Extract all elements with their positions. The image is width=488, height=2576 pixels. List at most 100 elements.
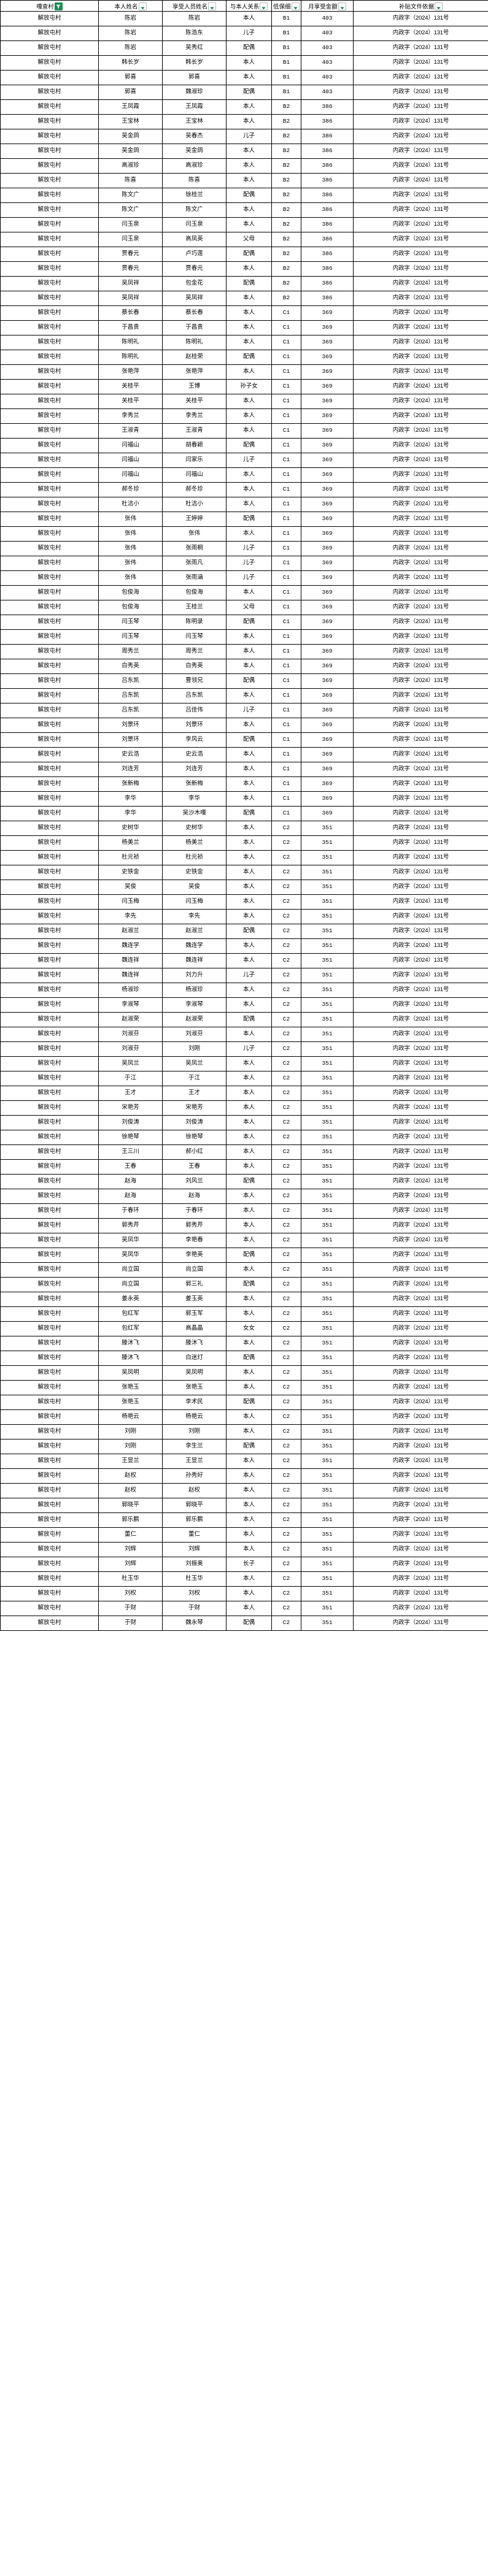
table-row[interactable]: 解放屯村 吕东凯 曹领兄 配偶 C1 369 内政字（2024）131号 [0, 673, 488, 689]
table-row[interactable]: 解放屯村 吕东凯 吕东凯 本人 C1 369 内政字（2024）131号 [0, 688, 488, 703]
table-row[interactable]: 解放屯村 关桂平 关桂平 本人 C1 369 内政字（2024）131号 [0, 394, 488, 409]
cell-village[interactable]: 解放屯村 [0, 261, 99, 277]
cell-village[interactable]: 解放屯村 [0, 1586, 99, 1601]
cell-benef[interactable]: 陈文广 [162, 202, 227, 218]
cell-cat[interactable]: B2 [271, 261, 301, 277]
cell-amt[interactable]: 369 [301, 703, 354, 718]
cell-cat[interactable]: C1 [271, 556, 301, 571]
cell-doc[interactable]: 内政字（2024）131号 [353, 1130, 488, 1145]
cell-self[interactable]: 李华 [98, 806, 163, 821]
cell-doc[interactable]: 内政字（2024）131号 [353, 423, 488, 439]
cell-doc[interactable]: 内政字（2024）131号 [353, 1601, 488, 1616]
cell-amt[interactable]: 386 [301, 158, 354, 174]
cell-village[interactable]: 解放屯村 [0, 1395, 99, 1410]
cell-village[interactable]: 解放屯村 [0, 997, 99, 1013]
cell-village[interactable]: 解放屯村 [0, 438, 99, 453]
cell-village[interactable]: 解放屯村 [0, 202, 99, 218]
cell-self[interactable]: 陈喜 [98, 173, 163, 188]
cell-benef[interactable]: 孙秀好 [162, 1468, 227, 1484]
cell-amt[interactable]: 351 [301, 1071, 354, 1086]
cell-cat[interactable]: C1 [271, 408, 301, 424]
table-row[interactable]: 解放屯村 张伟 张雨凡 儿子 C1 369 内政字（2024）131号 [0, 556, 488, 571]
cell-rel[interactable]: 本人 [226, 1218, 272, 1233]
cell-village[interactable]: 解放屯村 [0, 1086, 99, 1101]
cell-rel[interactable]: 配偶 [226, 924, 272, 939]
cell-amt[interactable]: 351 [301, 850, 354, 865]
cell-rel[interactable]: 儿子 [226, 26, 272, 41]
cell-doc[interactable]: 内政字（2024）131号 [353, 1512, 488, 1528]
cell-self[interactable]: 闫玉泉 [98, 217, 163, 232]
cell-doc[interactable]: 内政字（2024）131号 [353, 909, 488, 924]
cell-benef[interactable]: 宋艳芳 [162, 1100, 227, 1116]
cell-village[interactable]: 解放屯村 [0, 232, 99, 247]
cell-rel[interactable]: 本人 [226, 1365, 272, 1381]
filter-dropdown-icon-cat[interactable] [292, 2, 300, 10]
cell-self[interactable]: 吴凤华 [98, 1233, 163, 1248]
cell-amt[interactable]: 369 [301, 791, 354, 807]
cell-amt[interactable]: 351 [301, 1571, 354, 1587]
cell-benef[interactable]: 刘权 [162, 1586, 227, 1601]
cell-amt[interactable]: 403 [301, 11, 354, 26]
cell-benef[interactable]: 徐桂兰 [162, 188, 227, 203]
cell-amt[interactable]: 351 [301, 1557, 354, 1572]
cell-benef[interactable]: 陈浩东 [162, 26, 227, 41]
cell-village[interactable]: 解放屯村 [0, 1454, 99, 1469]
cell-rel[interactable]: 本人 [226, 1380, 272, 1395]
cell-village[interactable]: 解放屯村 [0, 776, 99, 792]
cell-self[interactable]: 白秀英 [98, 659, 163, 674]
table-row[interactable]: 解放屯村 魏连祥 刘力升 儿子 C2 351 内政字（2024）131号 [0, 968, 488, 983]
cell-cat[interactable]: C1 [271, 791, 301, 807]
cell-doc[interactable]: 内政字（2024）131号 [353, 1306, 488, 1322]
cell-village[interactable]: 解放屯村 [0, 1027, 99, 1042]
cell-village[interactable]: 解放屯村 [0, 806, 99, 821]
cell-benef[interactable]: 韩长岁 [162, 55, 227, 71]
table-row[interactable]: 解放屯村 赵海 刘风兰 配偶 C2 351 内政字（2024）131号 [0, 1174, 488, 1189]
cell-self[interactable]: 杜玉华 [98, 1571, 163, 1587]
cell-self[interactable]: 刘淑芬 [98, 1027, 163, 1042]
cell-village[interactable]: 解放屯村 [0, 114, 99, 129]
cell-rel[interactable]: 本人 [226, 1601, 272, 1616]
cell-rel[interactable]: 本人 [226, 1542, 272, 1557]
cell-doc[interactable]: 内政字（2024）131号 [353, 335, 488, 350]
cell-cat[interactable]: C1 [271, 512, 301, 527]
cell-doc[interactable]: 内政字（2024）131号 [353, 747, 488, 762]
cell-cat[interactable]: C2 [271, 1159, 301, 1175]
cell-self[interactable]: 史铁金 [98, 865, 163, 880]
cell-cat[interactable]: C1 [271, 615, 301, 630]
cell-doc[interactable]: 内政字（2024）131号 [353, 938, 488, 954]
cell-rel[interactable]: 本人 [226, 718, 272, 733]
cell-village[interactable]: 解放屯村 [0, 850, 99, 865]
cell-cat[interactable]: C2 [271, 1174, 301, 1189]
cell-amt[interactable]: 351 [301, 909, 354, 924]
cell-amt[interactable]: 386 [301, 232, 354, 247]
table-row[interactable]: 解放屯村 郭秀芹 郭秀芹 本人 C2 351 内政字（2024）131号 [0, 1218, 488, 1233]
cell-village[interactable]: 解放屯村 [0, 938, 99, 954]
cell-village[interactable]: 解放屯村 [0, 70, 99, 85]
cell-village[interactable]: 解放屯村 [0, 350, 99, 365]
cell-self[interactable]: 赵淑荣 [98, 1012, 163, 1027]
cell-cat[interactable]: C2 [271, 1292, 301, 1307]
cell-amt[interactable]: 351 [301, 1409, 354, 1425]
cell-rel[interactable]: 本人 [226, 997, 272, 1013]
cell-amt[interactable]: 351 [301, 1292, 354, 1307]
cell-village[interactable]: 解放屯村 [0, 1277, 99, 1292]
cell-cat[interactable]: C1 [271, 585, 301, 600]
table-row[interactable]: 解放屯村 贾春元 贾春元 本人 B2 386 内政字（2024）131号 [0, 261, 488, 277]
cell-rel[interactable]: 本人 [226, 99, 272, 115]
filter-dropdown-icon-self[interactable] [138, 2, 147, 10]
table-row[interactable]: 解放屯村 刘淑芬 刘刚 儿子 C2 351 内政字（2024）131号 [0, 1041, 488, 1057]
cell-self[interactable]: 陈岩 [98, 26, 163, 41]
cell-amt[interactable]: 351 [301, 1542, 354, 1557]
cell-amt[interactable]: 351 [301, 1189, 354, 1204]
cell-cat[interactable]: C1 [271, 644, 301, 659]
cell-doc[interactable]: 内政字（2024）131号 [353, 1424, 488, 1439]
cell-doc[interactable]: 内政字（2024）131号 [353, 173, 488, 188]
table-row[interactable]: 解放屯村 闫福山 闫家乐 儿子 C1 369 内政字（2024）131号 [0, 453, 488, 468]
cell-cat[interactable]: C2 [271, 1351, 301, 1366]
cell-village[interactable]: 解放屯村 [0, 732, 99, 748]
cell-rel[interactable]: 本人 [226, 1086, 272, 1101]
cell-village[interactable]: 解放屯村 [0, 644, 99, 659]
cell-village[interactable]: 解放屯村 [0, 1189, 99, 1204]
table-row[interactable]: 解放屯村 陈岩 陈浩东 儿子 B1 403 内政字（2024）131号 [0, 26, 488, 41]
cell-amt[interactable]: 369 [301, 482, 354, 497]
